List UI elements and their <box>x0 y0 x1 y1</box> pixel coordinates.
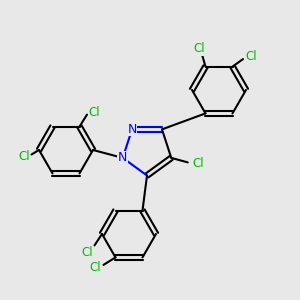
Text: Cl: Cl <box>246 50 257 63</box>
Text: Cl: Cl <box>192 158 204 170</box>
Text: Cl: Cl <box>18 149 30 163</box>
Text: N: N <box>118 152 128 164</box>
Text: Cl: Cl <box>81 246 93 260</box>
Text: Cl: Cl <box>89 106 100 119</box>
Text: Cl: Cl <box>194 42 205 55</box>
Text: Cl: Cl <box>89 261 101 274</box>
Text: N: N <box>127 123 137 136</box>
